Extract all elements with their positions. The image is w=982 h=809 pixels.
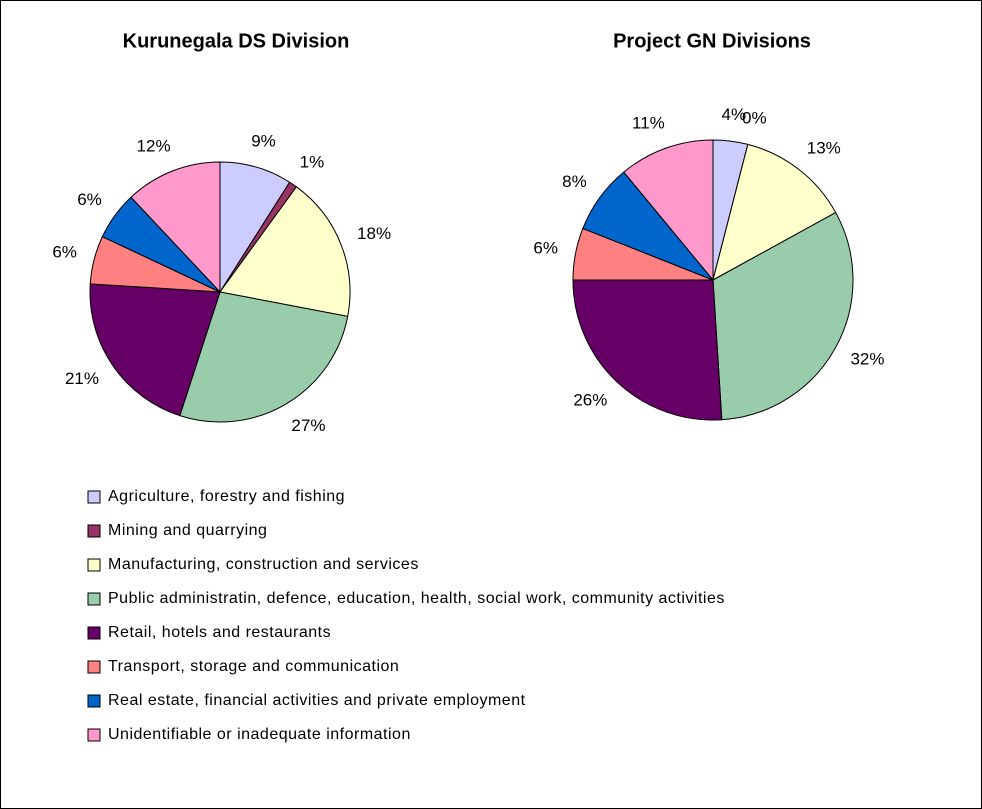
legend-swatch (87, 660, 101, 674)
legend-label: Retail, hotels and restaurants (108, 624, 331, 641)
pie-slice (712, 211, 854, 421)
legend-swatch (87, 558, 101, 572)
legend-swatch (87, 592, 101, 606)
value-label: 0% (742, 109, 767, 128)
legend-label: Public administratin, defence, education… (108, 590, 725, 607)
chart-title: Kurunegala DS Division (123, 30, 350, 52)
chart-title: Project GN Divisions (613, 30, 811, 52)
legend-label: Transport, storage and communication (108, 658, 399, 675)
legend-label: Real estate, financial activities and pr… (108, 692, 526, 709)
value-label: 6% (77, 190, 102, 209)
legend-label: Agriculture, forestry and fishing (108, 488, 345, 505)
legend-label: Manufacturing, construction and services (108, 556, 419, 573)
pie-slice (130, 161, 221, 294)
value-label: 21% (65, 369, 99, 388)
value-label: 13% (807, 138, 841, 157)
legend-swatch (87, 728, 101, 742)
value-label: 27% (291, 416, 325, 435)
value-label: 26% (573, 390, 607, 409)
pie-slice (623, 139, 714, 282)
value-label: 4% (722, 105, 747, 124)
legend-swatch (87, 524, 101, 538)
legend-swatch (87, 490, 101, 504)
pie-slice (712, 143, 837, 281)
value-label: 11% (632, 113, 665, 132)
pie-slice (219, 186, 351, 317)
value-label: 32% (850, 349, 884, 368)
value-label: 6% (52, 243, 77, 262)
value-label: 9% (251, 132, 276, 151)
legend-label: Mining and quarrying (108, 522, 267, 539)
value-label: 1% (300, 152, 325, 171)
value-label: 12% (137, 136, 171, 155)
legend-swatch (87, 626, 101, 640)
value-label: 8% (562, 172, 587, 191)
legend-label: Unidentifiable or inadequate information (108, 726, 411, 743)
value-label: 18% (357, 224, 391, 243)
pie-slice (89, 283, 221, 417)
pie-slice (179, 291, 349, 423)
value-label: 6% (533, 238, 558, 257)
legend-swatch (87, 694, 101, 708)
pie-slice (572, 279, 723, 421)
